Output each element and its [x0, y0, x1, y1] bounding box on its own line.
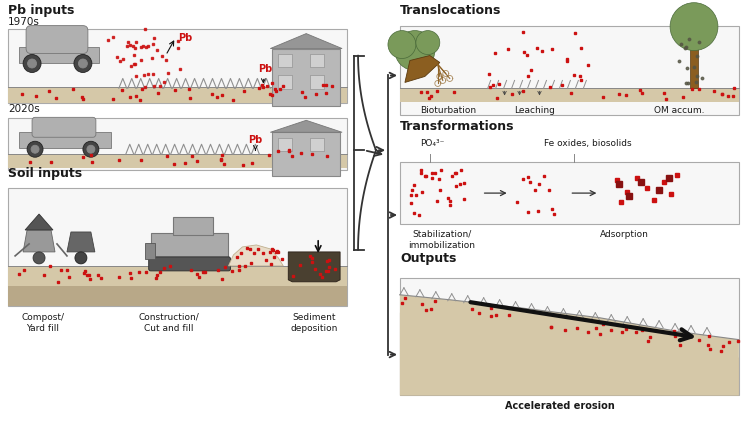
Polygon shape: [23, 230, 55, 252]
Text: Sediment
deposition: Sediment deposition: [290, 313, 338, 333]
Text: 2020s: 2020s: [8, 104, 40, 114]
Text: Pb inputs: Pb inputs: [8, 4, 74, 17]
FancyBboxPatch shape: [32, 117, 96, 137]
Text: Compost/
Yard fill: Compost/ Yard fill: [22, 313, 64, 333]
Bar: [400, 26, 739, 115]
Text: PO₄³⁻: PO₄³⁻: [420, 139, 444, 148]
Polygon shape: [229, 245, 284, 266]
Circle shape: [33, 252, 45, 264]
Text: Pb: Pb: [248, 135, 262, 145]
Polygon shape: [19, 47, 99, 63]
Bar: [400, 278, 739, 396]
Circle shape: [388, 30, 416, 59]
Circle shape: [79, 59, 88, 68]
Circle shape: [395, 30, 435, 70]
Text: Leaching: Leaching: [514, 106, 555, 116]
Bar: [8, 266, 347, 286]
Text: Stabilization/
immobilization: Stabilization/ immobilization: [408, 230, 476, 250]
Circle shape: [87, 145, 94, 153]
Bar: [272, 132, 340, 176]
FancyBboxPatch shape: [26, 26, 88, 53]
Circle shape: [23, 55, 41, 73]
Bar: [690, 37, 698, 88]
Text: Construction/
Cut and fill: Construction/ Cut and fill: [138, 313, 199, 333]
Polygon shape: [270, 34, 342, 48]
Circle shape: [416, 30, 440, 55]
Polygon shape: [25, 214, 53, 230]
Bar: [278, 75, 292, 90]
Bar: [310, 75, 324, 90]
Polygon shape: [19, 132, 111, 148]
Bar: [8, 87, 347, 103]
Bar: [272, 48, 340, 106]
Circle shape: [74, 55, 92, 73]
FancyBboxPatch shape: [148, 257, 230, 271]
Polygon shape: [288, 252, 340, 282]
Circle shape: [75, 252, 87, 264]
Text: OM accum.: OM accum.: [654, 106, 704, 116]
Bar: [8, 118, 347, 170]
Bar: [310, 53, 324, 68]
Text: Fe oxides, biosolids: Fe oxides, biosolids: [544, 139, 632, 148]
Text: Soil inputs: Soil inputs: [8, 167, 82, 180]
Text: Adsorption: Adsorption: [600, 230, 649, 239]
Circle shape: [83, 141, 99, 157]
Circle shape: [27, 141, 43, 157]
Polygon shape: [145, 243, 154, 259]
Polygon shape: [400, 313, 739, 396]
Polygon shape: [400, 295, 739, 396]
Text: Bioturbation: Bioturbation: [420, 106, 476, 116]
Text: Pb: Pb: [178, 33, 193, 43]
Circle shape: [28, 59, 37, 68]
Bar: [8, 188, 347, 306]
Bar: [8, 29, 347, 103]
Circle shape: [670, 3, 718, 51]
Text: 1970s: 1970s: [8, 17, 40, 26]
Bar: [8, 286, 347, 306]
Bar: [310, 138, 324, 151]
Bar: [151, 233, 229, 259]
Text: Accelerated erosion: Accelerated erosion: [505, 401, 614, 411]
Text: Pb: Pb: [258, 65, 272, 74]
Bar: [278, 138, 292, 151]
Text: Outputs: Outputs: [400, 252, 456, 265]
Polygon shape: [67, 232, 94, 252]
Bar: [400, 162, 739, 224]
Polygon shape: [405, 56, 439, 82]
Bar: [172, 217, 212, 235]
Bar: [400, 88, 739, 103]
Bar: [8, 154, 347, 168]
Text: Translocations: Translocations: [400, 4, 501, 17]
Polygon shape: [270, 121, 342, 132]
Bar: [278, 53, 292, 68]
Circle shape: [31, 145, 39, 153]
Text: Transformations: Transformations: [400, 121, 514, 134]
